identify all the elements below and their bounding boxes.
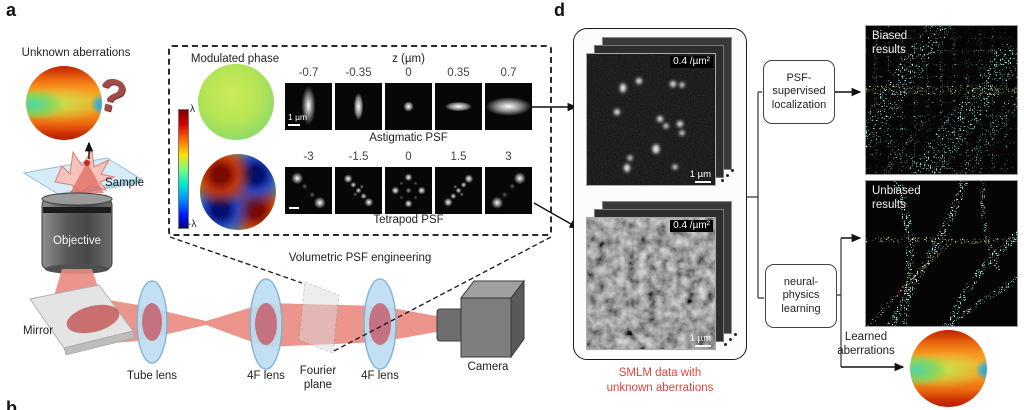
tube-lens-label: Tube lens	[126, 370, 178, 382]
sample-label: Sample	[105, 177, 144, 189]
psf-scalebar	[288, 124, 300, 126]
astig-z-value: -0.35	[345, 67, 372, 79]
stack-ellipsis-dot	[724, 343, 727, 346]
colorbar-max-label: λ	[190, 104, 195, 115]
psf-scalebar-text: 1 µm	[288, 112, 308, 122]
sample-plate-graphic	[22, 148, 143, 198]
tetra-psf-image	[335, 167, 382, 214]
tetra-z-value: -1.5	[348, 151, 369, 163]
density-badge: 0.4 /µm²	[670, 56, 713, 68]
stack-ellipsis-dot	[734, 333, 737, 336]
astig-psf-image	[435, 83, 482, 130]
smlm-caption: SMLM data with unknown aberrations	[606, 367, 714, 394]
scalebar-text: 1 µm	[689, 168, 711, 180]
scalebar-bar	[695, 344, 711, 347]
stack-ellipsis-dot	[729, 338, 732, 341]
z-axis-header: z (µm)	[392, 53, 425, 65]
scalebar-text: 1 µm	[689, 332, 711, 344]
astig-psf-image	[485, 83, 532, 130]
psf-scalebar	[289, 207, 299, 209]
unbiased-results-label: Unbiased results	[872, 185, 921, 211]
panel-a-label: a	[6, 0, 17, 20]
dense-psf-texture	[587, 218, 715, 349]
smlm-data-container: 0.4 /µm² 1 µm	[573, 28, 747, 360]
tetra-z-value: 0	[405, 151, 412, 163]
laser-beam	[48, 269, 442, 347]
neural-physics-learning-box: neural- physics learning	[765, 264, 837, 328]
stack-ellipsis-dot	[721, 179, 724, 182]
unknown-aberrations-phase-map	[26, 66, 102, 140]
panel-b-label: b	[6, 398, 17, 410]
astig-psf-image: 1 µm	[285, 83, 332, 130]
mirror-graphic	[29, 284, 136, 356]
smlm-dense-frame: 0.4 /µm² 1 µm	[586, 217, 716, 350]
tetra-psf-image	[285, 167, 332, 214]
biased-results-label: Biased results	[872, 30, 908, 56]
tetra-z-value: 1.5	[450, 151, 467, 163]
biased-results-image: Biased results	[865, 25, 1018, 175]
4f-lens-1-label: 4F lens	[247, 370, 285, 382]
psf-inset-box: Modulated phase λ -λ z (µm) -0.7 -0.35 0…	[168, 45, 552, 236]
scalebar-bar	[695, 180, 711, 183]
objective-label: Objective	[53, 235, 101, 247]
astig-z-value: 0.35	[447, 67, 470, 79]
tetra-z-value: -3	[303, 151, 314, 163]
unbiased-filament-texture	[866, 181, 1017, 326]
4f-lens-2-graphic	[363, 278, 397, 370]
sparse-blink-texture	[587, 54, 715, 185]
unbiased-results-image: Unbiased results	[865, 180, 1018, 327]
astig-psf-image	[335, 83, 382, 130]
astig-z-value: -0.7	[298, 67, 319, 79]
stack-ellipsis-dot	[731, 169, 734, 172]
astigmatic-psf-label: Astigmatic PSF	[369, 132, 448, 144]
smlm-sparse-frame: 0.4 /µm² 1 µm	[586, 53, 716, 186]
tetrapod-psf-label: Tetrapod PSF	[373, 214, 444, 226]
question-mark: ?	[92, 66, 132, 124]
panel-d-label: d	[554, 0, 565, 20]
fourier-plane-label: Fourier plane	[299, 365, 337, 391]
tetra-psf-image	[435, 167, 482, 214]
fourier-plane-graphic	[298, 281, 340, 354]
camera-label: Camera	[467, 361, 509, 373]
tetra-psf-image	[485, 167, 532, 214]
tetra-psf-image	[385, 167, 432, 214]
biased-speckle-texture	[866, 26, 1017, 174]
scalebar: 1 µm	[689, 168, 711, 183]
astigmatic-phase-mask	[198, 64, 274, 140]
phase-colorbar	[178, 109, 189, 229]
objective-graphic	[41, 192, 113, 274]
learned-aberrations-label: Learned aberrations	[837, 331, 895, 357]
tube-lens-graphic	[136, 280, 168, 364]
psf-supervised-localization-box: PSF- supervised localization	[763, 60, 835, 124]
astig-z-value: 0	[405, 67, 412, 79]
astig-z-value: 0.7	[500, 67, 517, 79]
learned-aberrations-phase-map	[910, 330, 987, 407]
density-badge: 0.4 /µm²	[670, 220, 713, 232]
4f-lens-2-label: 4F lens	[361, 370, 399, 382]
colorbar-min-label: -λ	[188, 219, 197, 230]
camera-graphic	[436, 279, 526, 359]
stack-ellipsis-dot	[726, 174, 729, 177]
scalebar: 1 µm	[689, 332, 711, 347]
astig-psf-image	[385, 83, 432, 130]
tetrapod-phase-mask	[200, 154, 276, 230]
unknown-aberrations-label: Unknown aberrations	[21, 47, 131, 59]
4f-lens-1-graphic	[249, 278, 283, 370]
mirror-label: Mirror	[23, 325, 54, 337]
volumetric-psf-engineering-label: Volumetric PSF engineering	[288, 252, 432, 264]
tetra-z-value: 3	[505, 151, 512, 163]
modulated-phase-label: Modulated phase	[190, 53, 280, 65]
